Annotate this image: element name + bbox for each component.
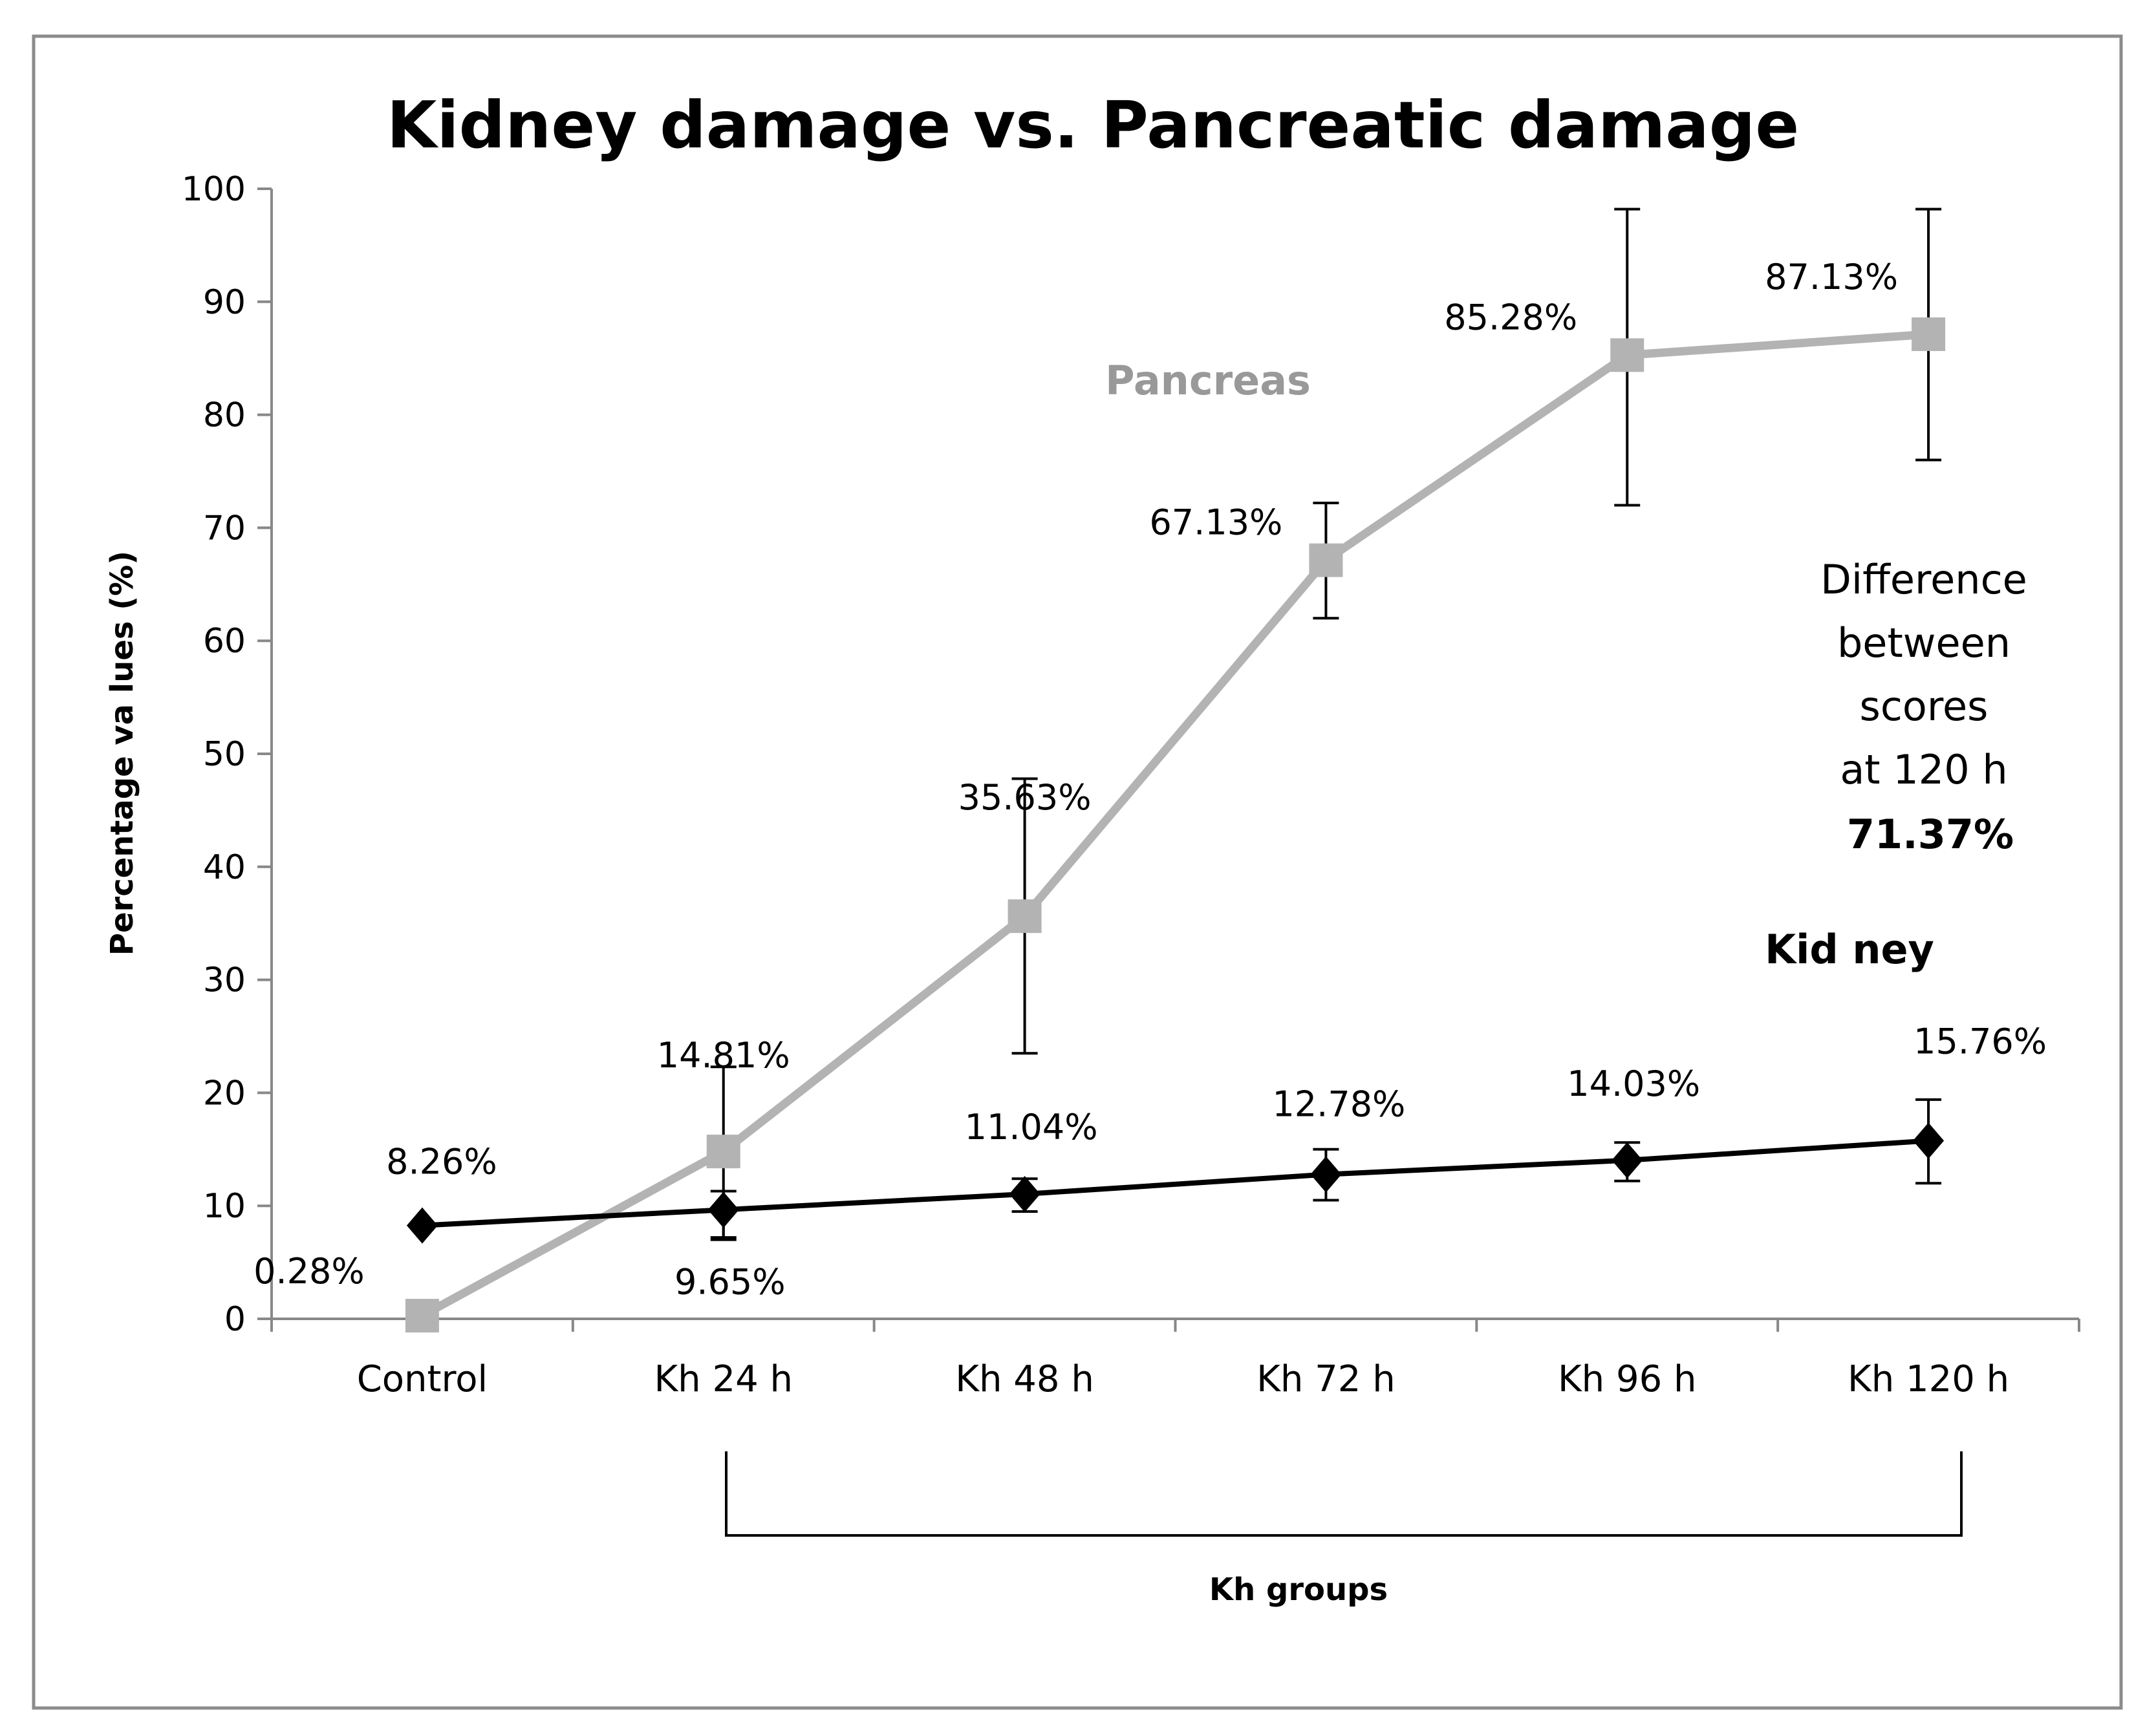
- y-axis-title: Percentage va lues (%): [104, 551, 140, 956]
- x-category-label: Control: [357, 1358, 488, 1400]
- x-category-label: Kh 120 h: [1848, 1358, 2009, 1400]
- pancreas-data-label: 87.13%: [1765, 257, 1898, 297]
- series-layer: 0.28% 14.81% 35.63% 67.13% 85.28% 87.13% 8.26%…: [253, 208, 2047, 1333]
- y-tick-label: 20: [203, 1074, 246, 1113]
- kidney-data-label: 14.03%: [1567, 1063, 1700, 1104]
- y-tick-label: 10: [203, 1187, 246, 1226]
- kidney-marker: [1612, 1142, 1643, 1179]
- kidney-data-label: 9.65%: [674, 1261, 786, 1302]
- pancreas-marker: [1008, 899, 1042, 934]
- y-tick-label: 90: [203, 283, 246, 322]
- y-tick-label: 0: [224, 1300, 246, 1339]
- x-axis-categories: Control Kh 24 h Kh 48 h Kh 72 h Kh 96 h Kh 12…: [270, 1319, 2080, 1400]
- pancreas-marker: [1309, 543, 1343, 577]
- y-tick-label: 40: [203, 848, 246, 887]
- kidney-data-label: 12.78%: [1272, 1084, 1405, 1125]
- y-tick-label: 50: [203, 735, 246, 774]
- y-tick-label: 60: [203, 622, 246, 661]
- pancreas-data-label: 35.63%: [958, 777, 1092, 818]
- pancreas-data-label: 14.81%: [657, 1035, 790, 1076]
- pancreas-line: [420, 330, 1929, 1319]
- pancreas-data-label: 85.28%: [1444, 297, 1577, 337]
- kidney-data-label: 8.26%: [386, 1142, 497, 1182]
- y-tick-label: 80: [203, 396, 246, 435]
- pancreas-data-label: 67.13%: [1149, 502, 1282, 543]
- x-category-label: Kh 48 h: [955, 1358, 1094, 1400]
- kidney-data-label: 15.76%: [1913, 1021, 2047, 1062]
- annotation-line-4: at 120 h: [1840, 746, 2007, 793]
- x-category-label: Kh 72 h: [1256, 1358, 1396, 1400]
- annotation-line-2: between: [1837, 619, 2010, 667]
- x-axis-title: Kh groups: [1209, 1572, 1388, 1608]
- kidney-marker: [406, 1207, 438, 1244]
- annotation-line-1: Difference: [1820, 556, 2027, 603]
- kidney-data-label: 11.04%: [965, 1107, 1098, 1148]
- annotation-line-3: scores: [1860, 683, 1989, 730]
- kidney-marker: [1913, 1122, 1945, 1159]
- annotation-value: 71.37%: [1847, 811, 2014, 858]
- pancreas-series: 0.28% 14.81% 35.63% 67.13% 85.28% 87.13%: [253, 208, 1946, 1333]
- y-tick-label: 100: [182, 170, 246, 209]
- pancreas-marker: [1610, 338, 1644, 372]
- kidney-marker: [1009, 1176, 1040, 1213]
- kidney-marker: [707, 1191, 739, 1228]
- y-axis-ticks: 0 10 20 30 40 50 60 70 80 90 100: [182, 170, 272, 1339]
- kidney-series-label: Kid ney: [1765, 926, 1934, 973]
- kidney-line: [422, 1138, 1929, 1228]
- groups-bracket: [725, 1451, 1963, 1537]
- pancreas-data-label: 0.28%: [253, 1251, 365, 1292]
- pancreas-marker: [1912, 317, 1946, 351]
- x-category-label: Kh 24 h: [654, 1358, 793, 1400]
- pancreas-marker: [706, 1135, 740, 1169]
- pancreas-marker: [405, 1299, 439, 1333]
- chart-title: Kidney damage vs. Pancreatic damage: [387, 87, 1799, 163]
- x-category-label: Kh 96 h: [1558, 1358, 1697, 1400]
- kidney-series: 8.26% 9.65% 11.04% 12.78% 14.03% 15.76%: [386, 1021, 2047, 1303]
- kidney-marker: [1310, 1156, 1342, 1193]
- chart-frame: [32, 34, 2123, 1710]
- pancreas-series-label: Pancreas: [1105, 357, 1311, 404]
- y-tick-label: 70: [203, 509, 246, 548]
- y-tick-label: 30: [203, 961, 246, 1000]
